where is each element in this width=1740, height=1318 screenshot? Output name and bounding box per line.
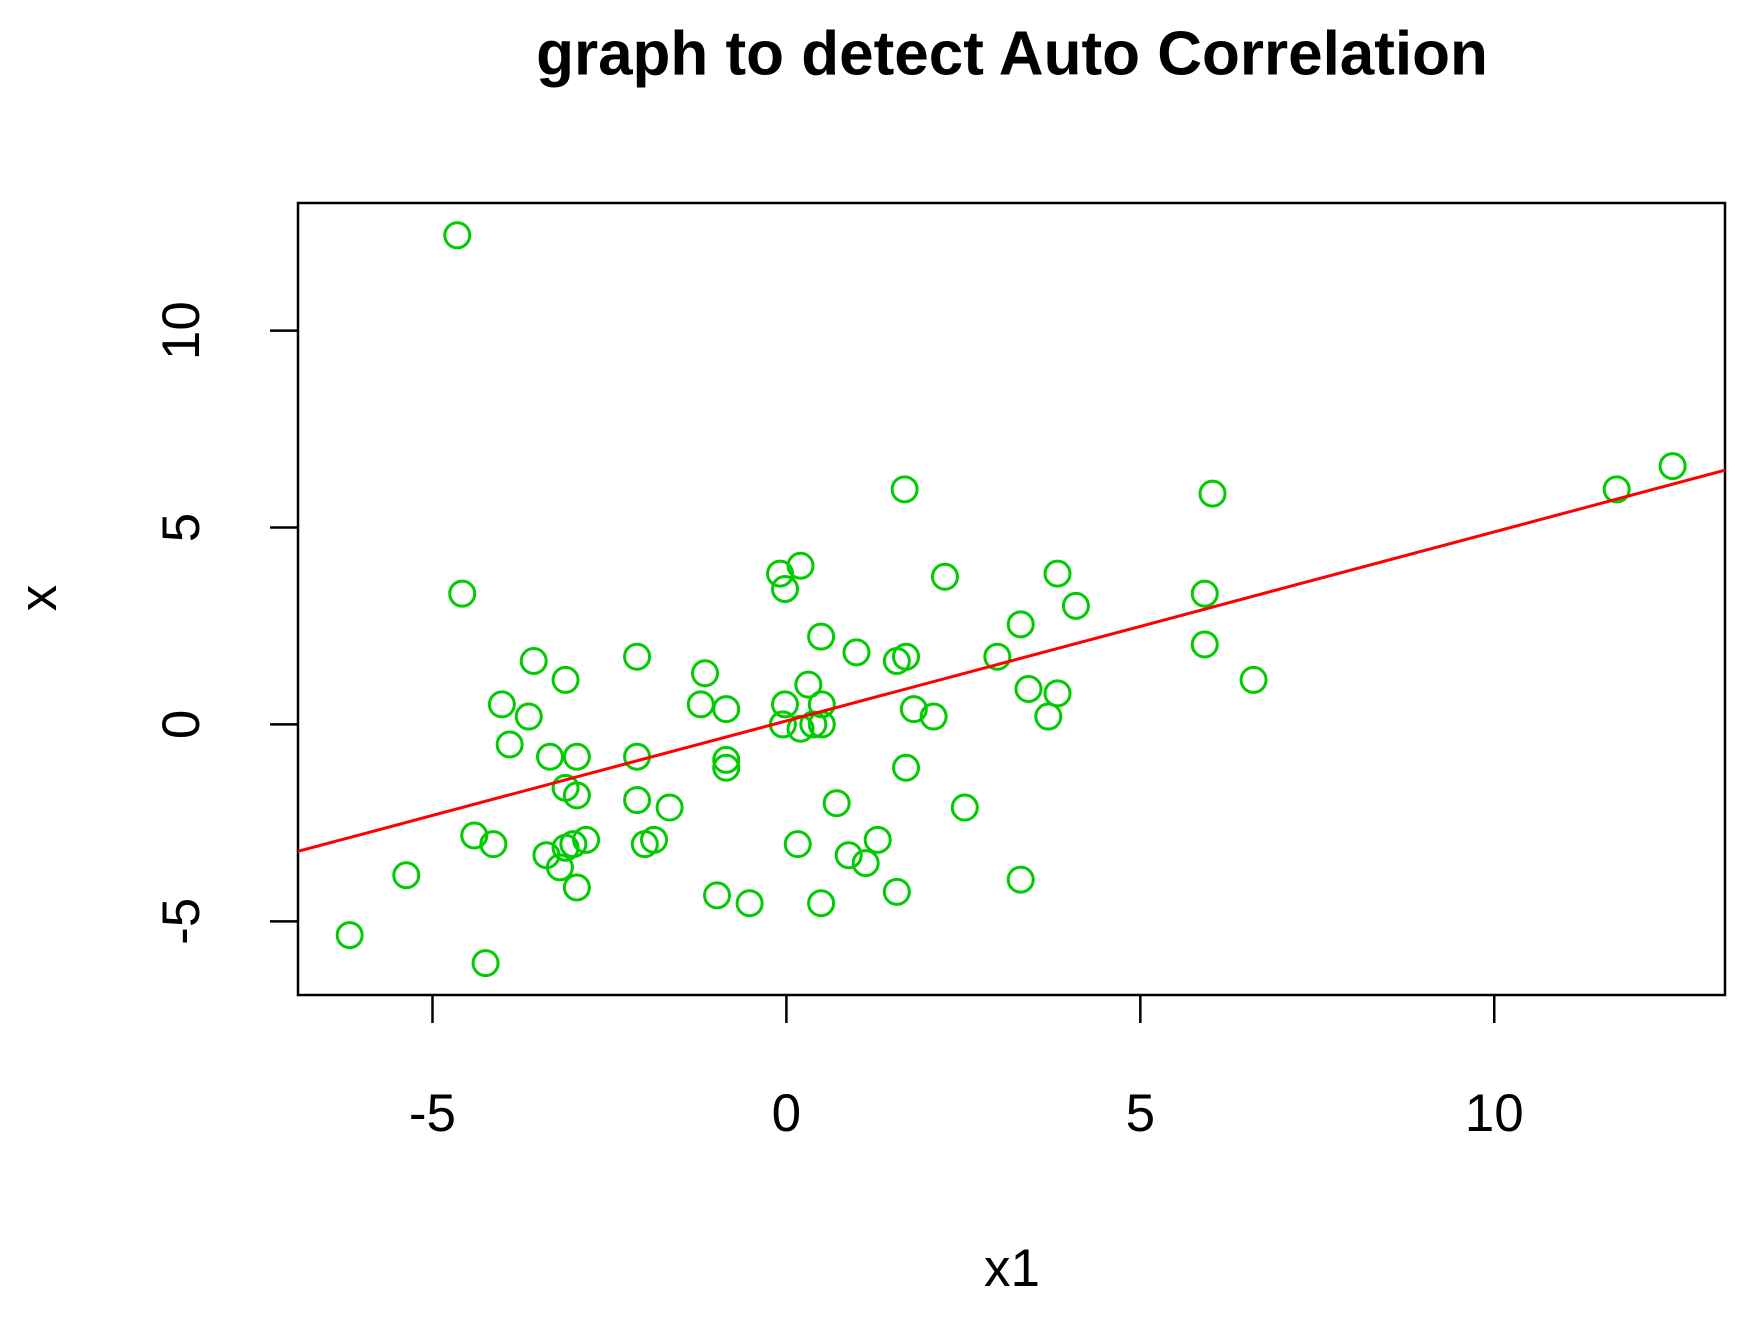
- point: [623, 786, 652, 815]
- point: [1043, 679, 1072, 708]
- point: [842, 638, 871, 667]
- y-tick-label: 5: [152, 513, 211, 542]
- chart-title: graph to detect Auto Correlation: [536, 19, 1488, 88]
- point: [551, 833, 580, 862]
- point: [1061, 591, 1090, 620]
- point: [919, 702, 948, 731]
- point: [950, 793, 979, 822]
- point: [630, 830, 659, 859]
- x-tick-label: 0: [772, 1084, 801, 1143]
- point: [770, 690, 799, 719]
- point: [703, 881, 732, 910]
- point: [892, 642, 921, 671]
- x-tick-label: 5: [1126, 1084, 1155, 1143]
- point: [471, 949, 500, 978]
- point: [786, 551, 815, 580]
- point: [448, 579, 477, 608]
- point: [1006, 610, 1035, 639]
- point: [545, 853, 574, 882]
- point: [655, 793, 684, 822]
- plot-frame: [296, 201, 1727, 997]
- point: [487, 690, 516, 719]
- point: [1239, 665, 1268, 694]
- point: [1658, 452, 1687, 481]
- point: [892, 753, 921, 782]
- point: [1190, 630, 1219, 659]
- point: [519, 647, 548, 676]
- point: [335, 921, 364, 950]
- point: [770, 574, 799, 603]
- point: [623, 642, 652, 671]
- point: [551, 665, 580, 694]
- point: [882, 877, 911, 906]
- point: [783, 830, 812, 859]
- point: [807, 889, 836, 918]
- point: [712, 753, 741, 782]
- fit-line: [298, 468, 1725, 853]
- point: [712, 745, 741, 774]
- point: [834, 841, 863, 870]
- point: [930, 562, 959, 591]
- point: [983, 642, 1012, 671]
- y-tick-label: -5: [152, 898, 211, 945]
- point: [562, 781, 591, 810]
- point: [851, 849, 880, 878]
- point: [623, 742, 652, 771]
- point: [495, 730, 524, 759]
- point: [807, 622, 836, 651]
- point: [1190, 579, 1219, 608]
- point: [443, 221, 472, 250]
- point: [890, 475, 919, 504]
- x-tick-label: 10: [1465, 1084, 1524, 1143]
- point: [1034, 702, 1063, 731]
- point: [514, 702, 543, 731]
- y-tick-label: 10: [152, 301, 211, 360]
- point: [535, 742, 564, 771]
- point: [712, 695, 741, 724]
- point: [1043, 559, 1072, 588]
- x-tick-label: -5: [409, 1084, 456, 1143]
- point: [479, 830, 508, 859]
- point: [392, 861, 421, 890]
- point: [899, 695, 928, 724]
- y-axis-title: x: [9, 585, 68, 612]
- point: [863, 825, 892, 854]
- point: [794, 670, 823, 699]
- point: [735, 889, 764, 918]
- y-tick-label: 0: [152, 710, 211, 739]
- point: [691, 659, 720, 688]
- point: [562, 742, 591, 771]
- point: [562, 873, 591, 902]
- point: [686, 690, 715, 719]
- point: [822, 789, 851, 818]
- point: [1198, 479, 1227, 508]
- point: [799, 710, 828, 739]
- point: [460, 821, 489, 850]
- point: [1006, 865, 1035, 894]
- x-axis-title: x1: [984, 1239, 1040, 1298]
- point: [1602, 475, 1631, 504]
- point: [1014, 674, 1043, 703]
